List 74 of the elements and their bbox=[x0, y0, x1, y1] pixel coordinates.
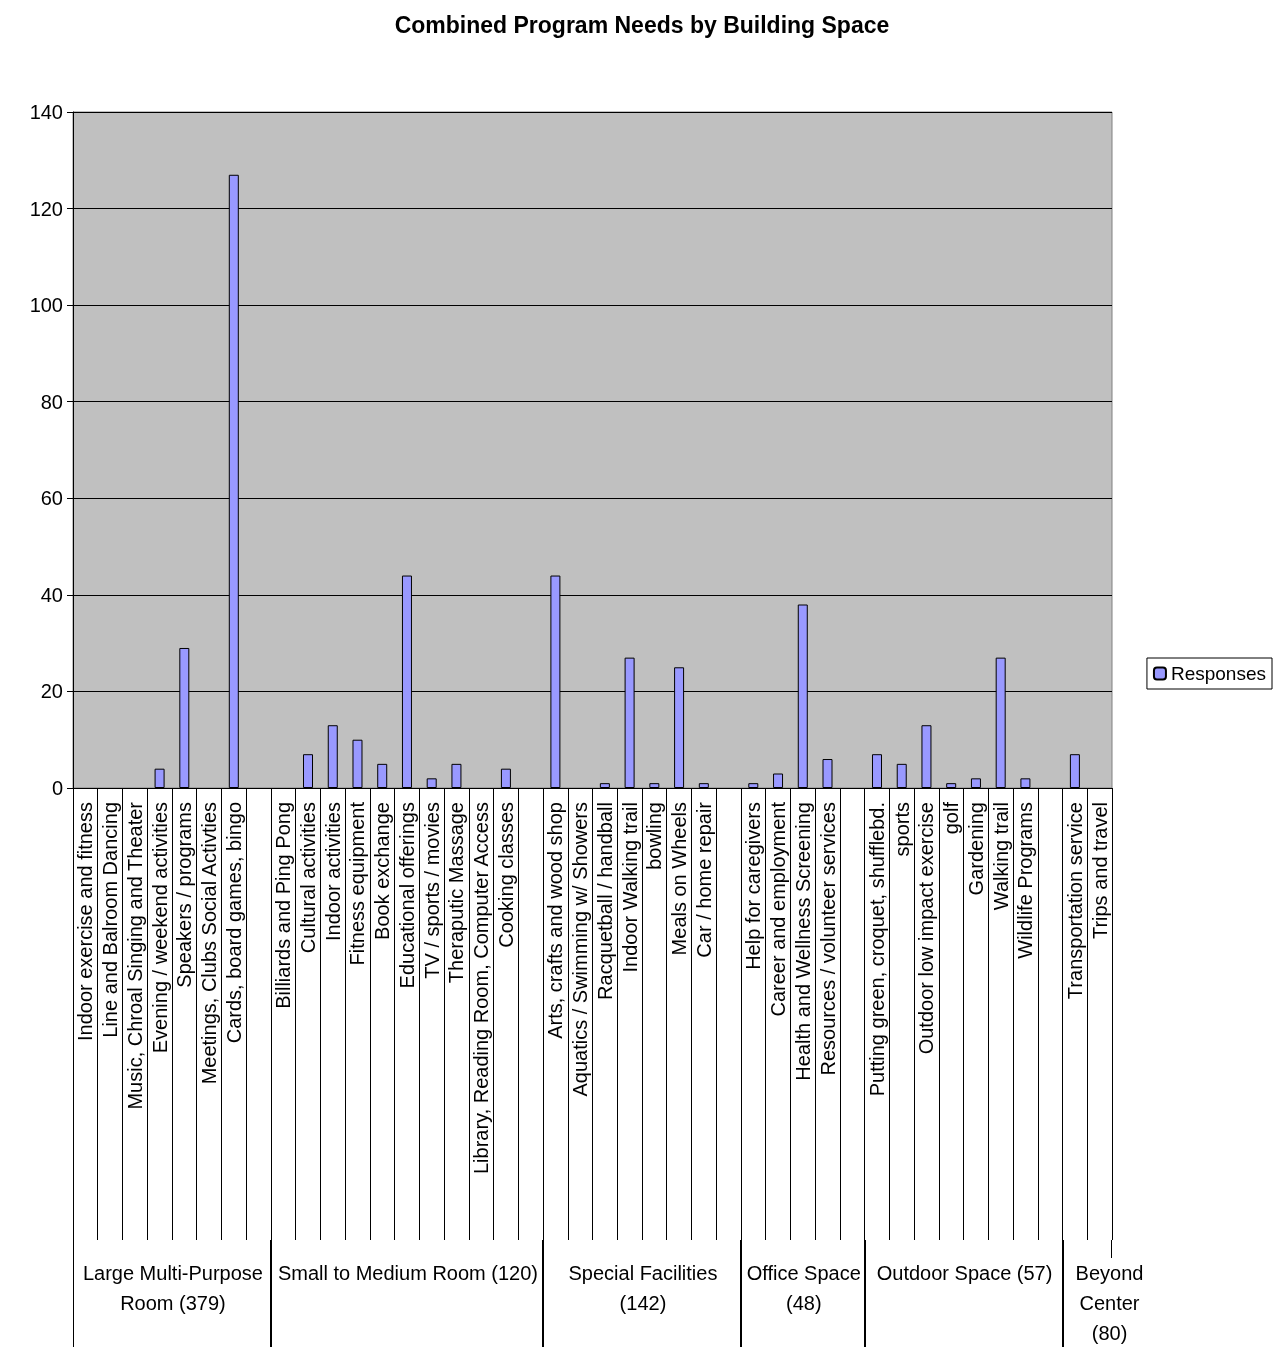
x-tick-label: Cards, board games, bingo bbox=[222, 802, 245, 1044]
x-tick-label: Trips and travel bbox=[1088, 802, 1111, 940]
text: Office Space (48) bbox=[745, 1258, 862, 1318]
bar bbox=[871, 754, 882, 788]
bar bbox=[1069, 754, 1080, 788]
y-tick-label: 80 bbox=[40, 390, 63, 413]
y-tick-label: 40 bbox=[40, 583, 63, 606]
bar bbox=[352, 739, 363, 788]
x-tick-label: Career and employment bbox=[767, 801, 790, 1017]
x-tick-label: Gardening bbox=[964, 802, 987, 896]
x-tick-label: Walking trail bbox=[989, 802, 1012, 911]
bar bbox=[896, 763, 907, 788]
x-tick-label: Billiards and Ping Pong bbox=[272, 802, 295, 1009]
y-tick-label: 20 bbox=[40, 680, 63, 703]
text: Special Facilities (142) bbox=[548, 1258, 738, 1318]
bar bbox=[426, 778, 437, 788]
text: Outdoor Space (57) bbox=[869, 1258, 1060, 1288]
x-tick-label: Wildlife Programs bbox=[1014, 802, 1037, 959]
bar bbox=[451, 763, 462, 788]
bar bbox=[970, 778, 981, 788]
x-tick-label: Speakers / programs bbox=[173, 802, 196, 988]
x-tick-label: Putting green, croquet, shufflebd. bbox=[865, 802, 888, 1097]
x-tick-label: Book exchange bbox=[371, 802, 394, 940]
bar bbox=[377, 763, 388, 788]
x-tick-label: Racquetball / handball bbox=[593, 802, 616, 1000]
x-tick-label: Car / home repair bbox=[692, 801, 715, 958]
bar bbox=[500, 768, 511, 788]
x-tick-label: golf bbox=[940, 801, 963, 835]
bar bbox=[698, 783, 709, 788]
bar bbox=[748, 783, 759, 788]
x-tick-label: Health and Wellness Screening bbox=[791, 802, 814, 1081]
x-tick-label: Meals on Wheels bbox=[668, 802, 691, 956]
bar bbox=[921, 725, 932, 788]
bar bbox=[773, 773, 784, 788]
x-tick-label: Transportation service bbox=[1063, 802, 1086, 1000]
text: Large Multi-Purpose Room (379) bbox=[78, 1258, 268, 1318]
bar bbox=[946, 783, 957, 788]
x-tick-label: Indoor activities bbox=[321, 802, 344, 941]
bar bbox=[303, 754, 314, 788]
x-tick-label: Resources / volunteer services bbox=[816, 802, 839, 1076]
y-tick-label: 120 bbox=[29, 197, 63, 220]
x-tick-label: Line and Balroom Dancing bbox=[99, 802, 122, 1038]
y-tick-label: 140 bbox=[29, 101, 63, 123]
text: Beyond Center (80) bbox=[1067, 1258, 1152, 1347]
bar bbox=[649, 783, 660, 788]
x-tick-label: Indoor exercise and fitness bbox=[74, 802, 97, 1042]
x-tick-label: Evening / weekend activities bbox=[148, 802, 171, 1054]
x-tick-label: Cultural activities bbox=[297, 802, 320, 954]
y-tick-label: 60 bbox=[40, 487, 63, 510]
x-tick-label: Fitness equipment bbox=[346, 801, 369, 966]
x-tick-label: Outdoor low impact exercise bbox=[915, 802, 938, 1055]
x-tick-label: Library, Reading Room, Computer Access bbox=[470, 802, 493, 1175]
bar bbox=[822, 759, 833, 788]
bar bbox=[154, 768, 165, 788]
x-tick-label: Help for caregivers bbox=[742, 802, 765, 970]
x-tick-label: sports bbox=[890, 802, 913, 857]
x-tick-label: Indoor Walking trail bbox=[618, 802, 641, 973]
x-tick-label: Educational offerings bbox=[395, 802, 418, 989]
x-tick-label: TV / sports / movies bbox=[420, 802, 443, 979]
chart-title: Combined Program Needs by Building Space bbox=[394, 11, 890, 38]
x-tick-label: Meetings, Clubs Social Activties bbox=[198, 802, 221, 1085]
x-tick-label: Music, Chroal Singing and Theater bbox=[123, 801, 146, 1110]
bar bbox=[327, 725, 338, 788]
x-tick-label: Cooking classes bbox=[494, 802, 517, 948]
x-tick-label: bowling bbox=[643, 802, 666, 870]
text: Small to Medium Room (120) bbox=[275, 1258, 540, 1288]
y-tick-label: 0 bbox=[51, 777, 63, 799]
x-tick-label: Arts, crafts and wood shop bbox=[544, 802, 567, 1039]
x-tick-label: Aquatics / Swimming w/ Showers bbox=[569, 802, 592, 1097]
legend-label: Responses bbox=[1170, 663, 1267, 684]
y-tick-label: 100 bbox=[29, 294, 63, 317]
bar bbox=[599, 783, 610, 788]
x-tick-label: Theraputic Massage bbox=[445, 802, 468, 984]
bar bbox=[1020, 778, 1031, 788]
